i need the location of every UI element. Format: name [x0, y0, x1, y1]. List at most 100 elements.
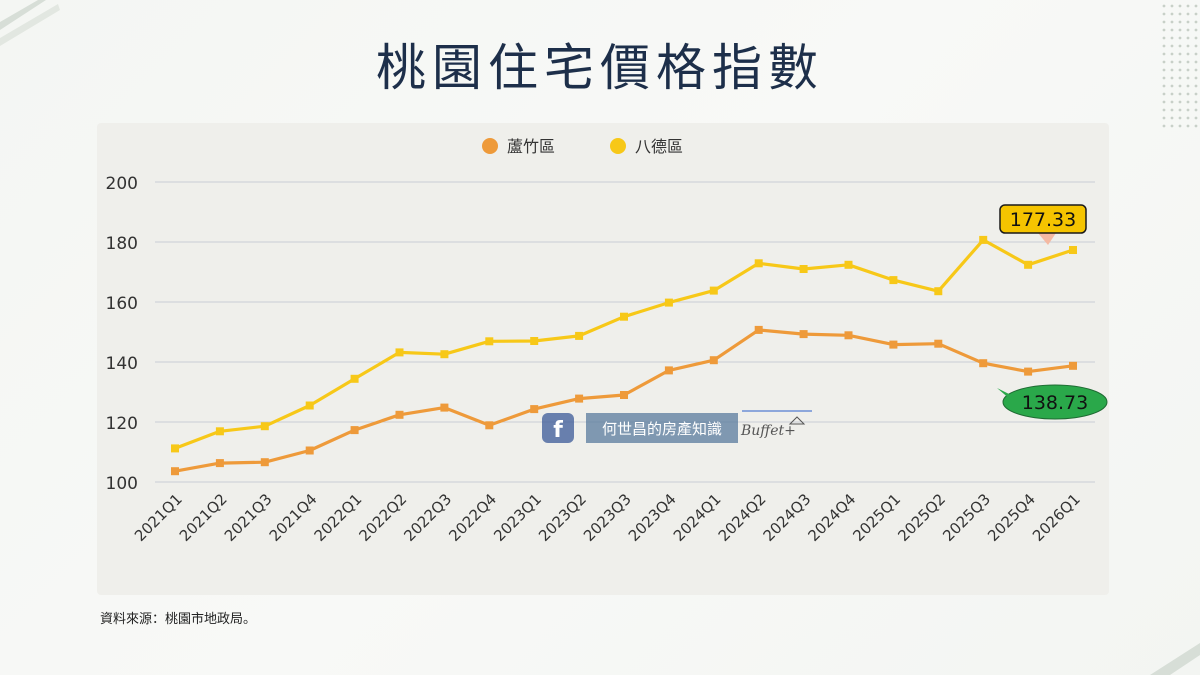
- decorative-dot: [1186, 76, 1190, 80]
- y-tick-label: 200: [106, 174, 138, 194]
- x-tick-label: 2024Q3: [760, 490, 815, 545]
- decorative-stroke-bottom-right: [1150, 643, 1200, 675]
- data-point: [215, 459, 224, 468]
- x-tick-label: 2025Q3: [939, 490, 994, 545]
- decorative-dot: [1170, 4, 1174, 8]
- decorative-dot: [1170, 12, 1174, 16]
- data-point: [979, 359, 988, 368]
- data-point: [530, 337, 539, 345]
- decorative-dot: [1178, 12, 1182, 16]
- x-tick-label: 2021Q3: [221, 490, 276, 545]
- decorative-dot: [1186, 44, 1190, 48]
- x-tick-label: 2021Q1: [131, 490, 186, 545]
- decorative-dot: [1186, 28, 1190, 32]
- chart-panel: [97, 123, 1109, 595]
- decorative-dot: [1178, 92, 1182, 96]
- decorative-dot: [1194, 108, 1198, 112]
- data-point: [1069, 246, 1077, 255]
- data-point: [620, 312, 628, 321]
- data-point: [1024, 260, 1033, 269]
- x-tick-label: 2024Q4: [805, 490, 860, 545]
- decorative-dot: [1178, 84, 1182, 88]
- decorative-dot: [1194, 4, 1198, 8]
- decorative-dot: [1194, 52, 1198, 56]
- data-point: [844, 331, 853, 340]
- watermark-banner: [586, 413, 738, 443]
- decorative-dot: [1162, 124, 1166, 128]
- decorative-dot: [1186, 116, 1190, 120]
- data-point: [709, 286, 718, 295]
- decorative-dot: [1194, 92, 1198, 96]
- decorative-dot: [1194, 124, 1198, 128]
- decorative-dot: [1186, 100, 1190, 104]
- x-tick-label: 2024Q2: [715, 490, 770, 545]
- decorative-dot: [1170, 28, 1174, 32]
- x-tick-label: 2022Q4: [445, 490, 500, 545]
- decorative-dot: [1178, 124, 1182, 128]
- decorative-dot: [1178, 68, 1182, 72]
- decorative-dot: [1162, 4, 1166, 8]
- decorative-dot: [1162, 28, 1166, 32]
- decorative-dot: [1186, 36, 1190, 40]
- decorative-dot: [1186, 84, 1190, 88]
- series-蘆竹區: [171, 325, 1077, 476]
- callout-label: 177.33: [1010, 209, 1076, 231]
- data-point: [305, 401, 314, 410]
- decorative-dot: [1170, 92, 1174, 96]
- x-tick-label: 2023Q3: [580, 490, 635, 545]
- decorative-dot: [1178, 108, 1182, 112]
- callout-label: 138.73: [1022, 392, 1088, 414]
- decorative-dots-top-right: [1162, 4, 1198, 128]
- x-tick-label: 2022Q3: [400, 490, 455, 545]
- y-tick-label: 120: [106, 414, 138, 434]
- data-point: [620, 391, 628, 399]
- data-point: [575, 394, 584, 403]
- decorative-dot: [1178, 76, 1182, 80]
- decorative-dot: [1162, 36, 1166, 40]
- decorative-dot: [1170, 36, 1174, 40]
- source-note: 資料來源：桃園市地政局。: [100, 612, 257, 627]
- x-tick-label: 2022Q1: [311, 490, 366, 545]
- decorative-dot: [1178, 36, 1182, 40]
- y-axis-ticks: 100 120 140 160 180 200: [106, 174, 138, 494]
- x-tick-label: 2024Q1: [670, 490, 725, 545]
- y-tick-label: 160: [106, 294, 138, 314]
- y-tick-label: 140: [106, 354, 138, 374]
- decorative-dot: [1170, 52, 1174, 56]
- data-point: [934, 287, 943, 296]
- decorative-dot: [1162, 52, 1166, 56]
- x-tick-label: 2022Q2: [356, 490, 411, 545]
- chart-legend: 蘆竹區 八德區: [482, 137, 683, 156]
- data-point: [395, 410, 404, 419]
- decorative-dot: [1170, 60, 1174, 64]
- data-point: [530, 405, 539, 414]
- data-point: [171, 467, 179, 476]
- decorative-dot: [1186, 52, 1190, 56]
- decorative-dot: [1186, 108, 1190, 112]
- decorative-dot: [1170, 76, 1174, 80]
- decorative-dot: [1170, 84, 1174, 88]
- x-tick-label: 2025Q4: [984, 490, 1039, 545]
- data-point: [799, 265, 808, 273]
- decorative-dot: [1186, 4, 1190, 8]
- decorative-stroke-top-left: [0, 0, 60, 46]
- decorative-dot: [1194, 60, 1198, 64]
- x-tick-label: 2025Q2: [894, 490, 949, 545]
- callout-tail: [997, 388, 1011, 400]
- decorative-dot: [1162, 68, 1166, 72]
- decorative-dot: [1170, 116, 1174, 120]
- legend-label: 蘆竹區: [507, 137, 555, 156]
- facebook-icon: [542, 413, 574, 443]
- decorative-dot: [1162, 76, 1166, 80]
- data-point: [440, 350, 449, 359]
- callout-tail: [1038, 233, 1056, 245]
- data-point: [889, 276, 898, 285]
- legend-marker: [610, 138, 626, 154]
- legend-marker: [482, 138, 498, 154]
- data-point: [664, 298, 673, 307]
- y-tick-label: 180: [106, 234, 138, 254]
- decorative-dot: [1194, 44, 1198, 48]
- decorative-dot: [1178, 52, 1182, 56]
- decorative-dot: [1186, 124, 1190, 128]
- y-tick-label: 100: [106, 474, 138, 494]
